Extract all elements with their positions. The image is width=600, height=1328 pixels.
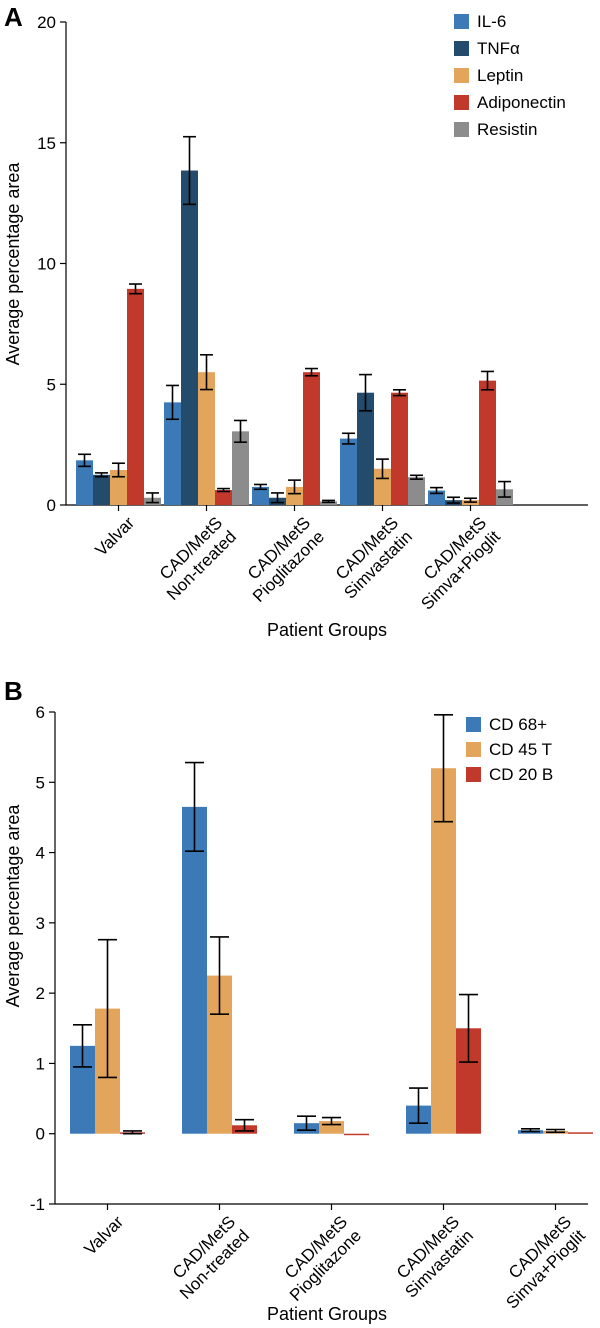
panel-a-bar-adiponectin-4 — [479, 380, 496, 505]
panel-a-legend-label-il-6: IL-6 — [477, 12, 506, 31]
panel-b-category-label: CAD/MetSSimva+Pioglit — [489, 1212, 590, 1313]
panel-a-y-tick-label: 20 — [37, 13, 56, 32]
panel-b-category-label: CAD/MetSNon-treated — [162, 1212, 253, 1303]
panel-b-y-tick-label: -1 — [30, 1195, 45, 1214]
panel-a-bar-adiponectin-2 — [303, 372, 320, 505]
panel-b-y-tick-label: 6 — [36, 703, 45, 722]
panel-a-bar-il-6-2 — [252, 486, 269, 505]
panel-a-category-label: CAD/MetSPioglitazone — [235, 513, 328, 606]
panel-a-bar-tnf--1 — [181, 170, 198, 505]
panel-a-y-tick-label: 15 — [37, 134, 56, 153]
panel-b-legend-swatch-cd-45-t — [466, 742, 481, 757]
panel-b-y-axis-title: Average percentage area — [3, 804, 23, 1008]
panel-b-legend-swatch-cd-20-b — [466, 767, 481, 782]
panel-a-bar-tnf--0 — [93, 474, 110, 505]
panel-a-category-label: CAD/MetSSimva+Pioglit — [404, 513, 505, 614]
panel-b-y-tick-label: 0 — [36, 1125, 45, 1144]
panel-b-y-tick-label: 1 — [36, 1054, 45, 1073]
panel-b-y-tick-label: 4 — [36, 844, 45, 863]
panel-a-y-tick-label: 10 — [37, 255, 56, 274]
panel-b-bar-cd-20-b-2 — [344, 1133, 369, 1136]
panel-a-legend-swatch-leptin — [454, 68, 469, 83]
panel-a-legend-label-leptin: Leptin — [477, 66, 523, 85]
panel-b-y-tick-label: 2 — [36, 984, 45, 1003]
panel-a-legend-swatch-tnf- — [454, 41, 469, 56]
panel-a-letter: A — [4, 2, 23, 32]
panel-b-y-tick-label: 3 — [36, 914, 45, 933]
panel-b-bar-cd-68--1 — [182, 806, 207, 1134]
panel-b-y-tick-label: 5 — [36, 773, 45, 792]
panel-a-bar-resistin-3 — [408, 477, 425, 505]
panel-a-bar-adiponectin-3 — [391, 392, 408, 505]
panel-b-category-label: CAD/MetSSimvastatin — [388, 1212, 477, 1301]
panel-a-category-label-line: Valvar — [92, 513, 139, 560]
panel-a-bar-tnf--3 — [357, 392, 374, 505]
panel-b-legend-label-cd-20-b: CD 20 B — [489, 765, 553, 784]
panel-a-legend-label-tnf-: TNFα — [477, 39, 520, 58]
panel-a-bar-resistin-2 — [320, 501, 337, 505]
panel-b-category-label: CAD/MetSPioglitazone — [272, 1212, 365, 1305]
panel-b-legend: CD 68+ CD 45 T CD 20 B — [466, 715, 553, 784]
panel-a-category-label: Valvar — [92, 513, 139, 560]
panel-a-legend-label-adiponectin: Adiponectin — [477, 93, 566, 112]
panel-a-bar-resistin-1 — [232, 431, 249, 505]
panel-b-letter: B — [4, 676, 23, 706]
panel-a-bar-adiponectin-1 — [215, 490, 232, 505]
panel-a-bar-adiponectin-0 — [127, 288, 144, 505]
panel-a-y-axis-title: Average percentage area — [3, 162, 23, 366]
panel-b-x-axis-title: Patient Groups — [267, 1304, 387, 1324]
panel-a-bar-il-6-0 — [76, 460, 93, 505]
panel-a-legend-swatch-adiponectin — [454, 95, 469, 110]
panel-a-category-label: CAD/MetSNon-treated — [149, 513, 240, 604]
panel-b-bar-cd-20-b-4 — [568, 1132, 593, 1134]
panel-a-category-label: CAD/MetSSimvastatin — [327, 513, 416, 602]
panel-a-y-tick-label: 5 — [47, 375, 56, 394]
panel-b-bar-cd-45-t-3 — [431, 768, 456, 1134]
panel-a-legend-swatch-il-6 — [454, 14, 469, 29]
panel-b-category-label-line: Valvar — [81, 1212, 128, 1259]
panel-a-legend: IL-6 TNFα Leptin Adiponectin Resistin — [454, 12, 566, 139]
panel-a-bar-il-6-3 — [340, 438, 357, 505]
panel-a-legend-label-resistin: Resistin — [477, 120, 537, 139]
panel-b-category-label: Valvar — [81, 1212, 128, 1259]
panel-a-bar-il-6-1 — [164, 402, 181, 505]
panel-a-bar-leptin-0 — [110, 469, 127, 505]
panel-a-bar-leptin-1 — [198, 372, 215, 505]
panel-b-legend-label-cd-68-: CD 68+ — [489, 715, 547, 734]
panel-a-x-axis-title: Patient Groups — [267, 620, 387, 640]
panel-a-y-tick-label: 0 — [47, 496, 56, 515]
panel-a-legend-swatch-resistin — [454, 122, 469, 137]
panel-b-legend-label-cd-45-t: CD 45 T — [489, 740, 552, 759]
panel-b-legend-swatch-cd-68- — [466, 717, 481, 732]
panel-a-bar-leptin-2 — [286, 486, 303, 505]
